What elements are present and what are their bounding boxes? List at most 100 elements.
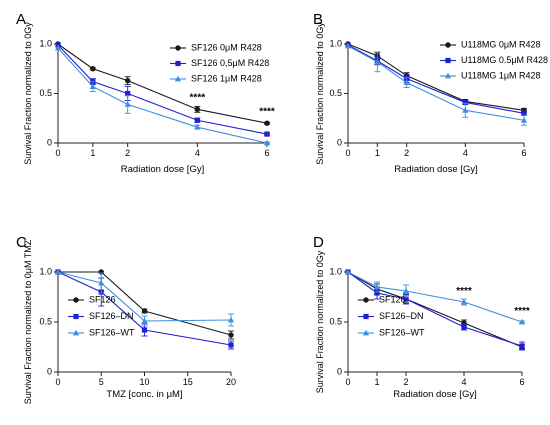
significance-annotation: **** bbox=[259, 106, 275, 117]
data-point bbox=[374, 58, 381, 65]
y-tick-label: 0.5 bbox=[329, 316, 342, 326]
x-tick-label: 0 bbox=[55, 148, 60, 158]
y-tick-label: 0.5 bbox=[39, 88, 52, 98]
x-tick-label: 15 bbox=[183, 377, 193, 387]
x-tick-label: 1 bbox=[374, 377, 379, 387]
legend-marker bbox=[175, 60, 181, 67]
legend-marker bbox=[363, 313, 369, 320]
significance-annotation: **** bbox=[514, 306, 530, 317]
legend-label: SF126–WT bbox=[379, 327, 425, 337]
panel-C: C 0 0.5 1.0 0 5 10 15 20 TMZ [conc. in μM] Surviva… bbox=[16, 234, 236, 404]
legend-marker bbox=[444, 72, 452, 79]
legend-label: SF126 0,5μM R428 bbox=[191, 58, 269, 68]
panel-label: B bbox=[313, 11, 323, 28]
legend-marker bbox=[445, 42, 451, 48]
legend-marker bbox=[175, 45, 181, 51]
panel-A: A 0 0.5 1.0 0 1 2 4 6 Radiation dose [Gy] Survival… bbox=[16, 11, 275, 175]
data-point bbox=[124, 77, 131, 84]
y-tick-label: 1.0 bbox=[329, 266, 342, 276]
data-point bbox=[227, 316, 235, 323]
data-point bbox=[374, 290, 380, 296]
x-tick-label: 6 bbox=[521, 148, 526, 158]
x-tick-label: 4 bbox=[461, 377, 466, 387]
x-axis-label: TMZ [conc. in μM] bbox=[106, 389, 182, 400]
panel-B: B 0 0.5 1.0 0 1 2 4 6 Radiation dose [Gy] Survival… bbox=[313, 11, 548, 175]
y-tick-label: 0 bbox=[337, 137, 342, 147]
x-tick-label: 4 bbox=[463, 148, 468, 158]
panel-label: D bbox=[313, 234, 324, 251]
significance-annotation: **** bbox=[456, 286, 472, 297]
data-point bbox=[54, 44, 62, 51]
data-point bbox=[344, 268, 352, 275]
x-tick-label: 4 bbox=[195, 148, 200, 158]
legend-marker bbox=[445, 57, 451, 64]
data-point bbox=[344, 42, 352, 49]
significance-annotation: **** bbox=[190, 92, 206, 103]
data-point bbox=[54, 268, 62, 275]
panel-label: A bbox=[16, 11, 26, 28]
series-line bbox=[347, 271, 523, 347]
data-point bbox=[228, 332, 234, 338]
y-tick-label: 1.0 bbox=[39, 38, 52, 48]
y-tick-label: 0 bbox=[47, 366, 52, 376]
x-tick-label: 6 bbox=[519, 377, 524, 387]
data-point bbox=[125, 90, 131, 97]
legend-label: SF126–WT bbox=[89, 327, 135, 337]
legend-label: SF126 0μM R428 bbox=[191, 42, 262, 52]
series-line bbox=[58, 271, 232, 336]
data-point bbox=[521, 110, 527, 116]
series-line bbox=[347, 271, 523, 348]
legend-marker bbox=[72, 329, 80, 336]
x-tick-label: 2 bbox=[403, 377, 408, 387]
data-point bbox=[518, 318, 526, 325]
legend-marker bbox=[363, 297, 369, 303]
data-point bbox=[141, 308, 148, 314]
data-point bbox=[89, 83, 96, 89]
data-point bbox=[462, 107, 469, 113]
x-tick-label: 0 bbox=[345, 377, 350, 387]
x-tick-label: 10 bbox=[139, 377, 149, 387]
x-tick-label: 1 bbox=[90, 148, 95, 158]
y-tick-label: 1.0 bbox=[39, 266, 52, 276]
legend-label: U118MG 0.5μM R428 bbox=[461, 55, 548, 65]
y-tick-label: 0.5 bbox=[329, 88, 342, 98]
data-point bbox=[141, 327, 148, 333]
x-tick-label: 0 bbox=[55, 377, 60, 387]
data-point bbox=[98, 279, 105, 286]
y-tick-label: 0.5 bbox=[39, 316, 52, 326]
legend-label: U118MG 1μM R428 bbox=[461, 70, 541, 80]
panel-label: C bbox=[16, 234, 27, 251]
x-tick-label: 2 bbox=[404, 148, 409, 158]
legend-marker bbox=[73, 297, 79, 303]
data-point bbox=[402, 287, 410, 294]
data-point bbox=[194, 117, 200, 123]
data-point bbox=[264, 131, 270, 137]
data-point bbox=[90, 66, 96, 72]
legend-label: SF126–DN bbox=[89, 311, 134, 321]
series-line bbox=[57, 43, 268, 124]
data-point bbox=[264, 120, 270, 126]
y-axis-label: Survival Fraction normalized to 0Gy bbox=[23, 22, 33, 165]
legend-marker bbox=[362, 329, 370, 336]
y-tick-label: 0 bbox=[47, 137, 52, 147]
y-axis-label: Survival Fraction normalized to 0Gy bbox=[315, 250, 325, 393]
data-point bbox=[519, 343, 525, 349]
x-axis-label: Radiation dose [Gy] bbox=[121, 164, 204, 175]
data-point bbox=[228, 342, 234, 348]
data-point bbox=[462, 99, 468, 106]
legend-label: SF126 bbox=[379, 294, 406, 304]
series-line bbox=[57, 271, 232, 346]
legend-marker bbox=[174, 75, 182, 82]
y-tick-label: 1.0 bbox=[329, 38, 342, 48]
data-point bbox=[403, 79, 410, 86]
x-tick-label: 5 bbox=[99, 377, 104, 387]
x-axis-label: Radiation dose [Gy] bbox=[393, 389, 476, 400]
data-point bbox=[194, 123, 201, 130]
x-tick-label: 2 bbox=[125, 148, 130, 158]
legend-label: SF126–DN bbox=[379, 311, 424, 321]
data-point bbox=[124, 101, 131, 107]
data-point bbox=[461, 324, 467, 330]
y-axis-label: Survival Fraction normalized to 0Gy bbox=[315, 22, 325, 165]
legend-label: SF126 1μM R428 bbox=[191, 73, 262, 83]
